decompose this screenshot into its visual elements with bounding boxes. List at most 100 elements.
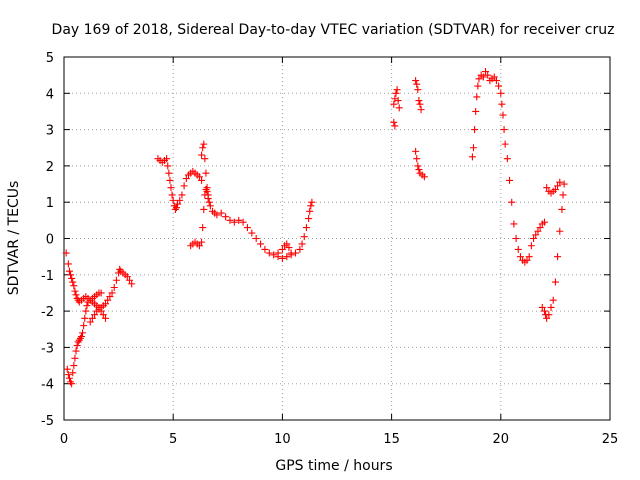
y-tick-label: -3 (41, 341, 54, 356)
data-point (65, 374, 73, 382)
y-tick-label: -4 (41, 378, 54, 393)
x-tick-label: 15 (383, 432, 400, 447)
data-point (202, 169, 210, 177)
data-point (547, 303, 555, 311)
data-point (549, 296, 557, 304)
data-point (83, 302, 91, 310)
series-pass-f (390, 86, 403, 130)
data-point (391, 95, 399, 103)
data-point (198, 151, 206, 159)
data-point (482, 68, 490, 76)
data-point (393, 86, 401, 94)
data-point (416, 100, 424, 108)
data-point (292, 249, 300, 257)
data-point (506, 176, 514, 184)
data-point (302, 224, 310, 232)
data-point (287, 251, 295, 259)
data-point (417, 106, 425, 114)
data-point (471, 126, 479, 134)
data-point (176, 196, 184, 204)
data-point (168, 191, 176, 199)
data-point (551, 185, 559, 193)
data-point (468, 153, 476, 161)
data-point (545, 311, 553, 319)
data-point (226, 216, 234, 224)
series-pass-i (538, 178, 568, 322)
data-point (70, 362, 78, 370)
data-point (475, 75, 483, 83)
data-point (495, 82, 503, 90)
data-point (415, 166, 423, 174)
data-point (391, 122, 399, 130)
data-point (536, 224, 544, 232)
data-point (305, 215, 313, 223)
data-point (222, 213, 230, 221)
data-point (412, 77, 420, 85)
data-point (278, 245, 286, 253)
data-point (394, 97, 402, 105)
x-tick-label: 20 (493, 432, 510, 447)
data-point (198, 238, 206, 246)
data-point (523, 256, 531, 264)
data-point (499, 111, 507, 119)
tick-labels: 0 5 10 15 20 25 -5 -4 -3 -2 -1 0 1 2 3 4 5 (41, 51, 618, 447)
data-point (164, 162, 172, 170)
data-point (510, 220, 518, 228)
data-point (180, 182, 188, 190)
data-point (64, 260, 72, 268)
data-point (508, 198, 516, 206)
data-point (203, 184, 211, 192)
y-tick-label: -2 (41, 305, 54, 320)
data-point (67, 378, 75, 386)
y-tick-label: 4 (46, 87, 54, 102)
data-point (257, 240, 265, 248)
data-point (414, 162, 422, 170)
data-point (72, 291, 80, 299)
data-point (470, 144, 477, 152)
data-point (73, 342, 81, 350)
data-point (558, 205, 566, 213)
data-point (69, 369, 77, 377)
data-point (205, 198, 213, 206)
series-pass-d (187, 185, 295, 259)
data-point (199, 224, 207, 232)
data-point (101, 314, 109, 322)
data-point (112, 276, 120, 284)
data-point (479, 73, 487, 81)
series-pass-g (412, 77, 428, 181)
data-point (500, 126, 508, 134)
data-point (412, 147, 420, 155)
data-point (169, 196, 177, 204)
data-point (556, 227, 564, 235)
data-point (104, 296, 112, 304)
data-point (91, 311, 99, 319)
data-point (82, 307, 90, 315)
y-tick-label: -1 (41, 269, 54, 284)
data-point (298, 240, 306, 248)
data-point (86, 318, 94, 326)
data-point (63, 365, 71, 373)
data-point (484, 71, 492, 79)
data-point (274, 253, 282, 261)
data-point (99, 311, 107, 319)
data-point (67, 271, 75, 279)
data-point (101, 300, 109, 308)
y-tick-label: -5 (41, 414, 54, 429)
data-point (300, 233, 308, 241)
series-pass-a-dip (63, 289, 105, 388)
series-pass-c (154, 155, 206, 213)
data-point (474, 82, 482, 90)
data-point (503, 155, 511, 163)
data-point (70, 282, 78, 290)
data-point (88, 314, 96, 322)
x-axis-label: GPS time / hours (275, 458, 392, 474)
data-point (551, 278, 559, 286)
data-point (182, 175, 190, 183)
data-point (498, 100, 506, 108)
series-pass-e (274, 198, 316, 262)
data-point (199, 144, 207, 152)
data-point (534, 227, 542, 235)
data-point (306, 207, 314, 215)
data-point (543, 314, 551, 322)
data-point (527, 242, 535, 250)
